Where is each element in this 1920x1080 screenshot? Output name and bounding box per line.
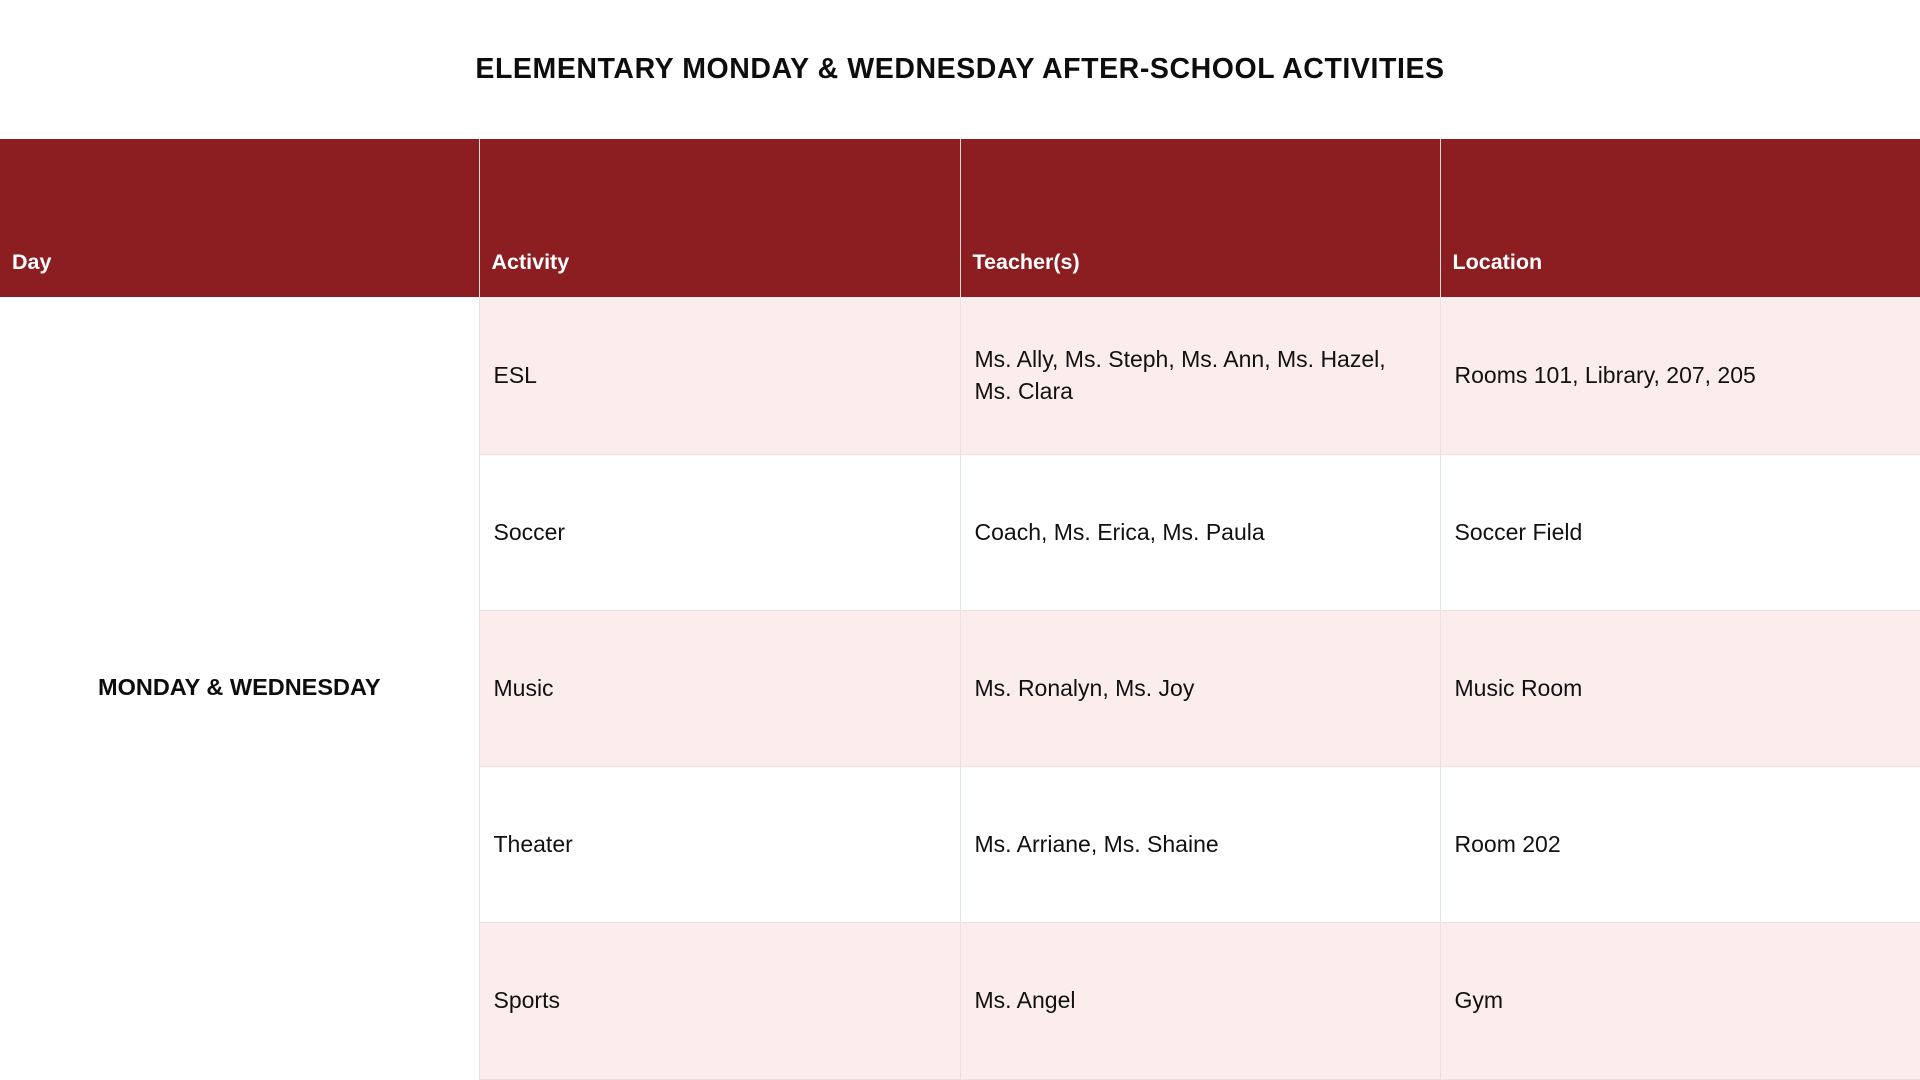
cell-activity: Music xyxy=(479,610,961,767)
header-row: Day Activity Teacher(s) Location xyxy=(0,139,1920,297)
cell-activity: Soccer xyxy=(479,454,961,611)
table-row: Sports Ms. Angel Gym xyxy=(0,922,1920,1080)
cell-location: Gym xyxy=(1440,922,1920,1080)
cell-activity: Theater xyxy=(479,766,961,923)
table-body: MONDAY & WEDNESDAY ESL Ms. Ally, Ms. Ste… xyxy=(0,297,1920,1080)
table-row: Music Ms. Ronalyn, Ms. Joy Music Room xyxy=(0,610,1920,767)
cell-teacher: Ms. Ronalyn, Ms. Joy xyxy=(960,610,1441,767)
cell-activity: ESL xyxy=(479,297,961,455)
page-title: ELEMENTARY MONDAY & WEDNESDAY AFTER-SCHO… xyxy=(475,53,1445,85)
cell-location: Room 202 xyxy=(1440,766,1920,923)
column-header-day: Day xyxy=(0,139,480,297)
day-group-cell: MONDAY & WEDNESDAY xyxy=(0,297,480,1079)
column-header-teacher: Teacher(s) xyxy=(960,139,1441,297)
cell-teacher: Ms. Angel xyxy=(960,922,1441,1080)
cell-teacher: Coach, Ms. Erica, Ms. Paula xyxy=(960,454,1441,611)
title-bar: ELEMENTARY MONDAY & WEDNESDAY AFTER-SCHO… xyxy=(0,0,1920,139)
cell-teacher: Ms. Ally, Ms. Steph, Ms. Ann, Ms. Hazel,… xyxy=(960,297,1441,455)
cell-location: Soccer Field xyxy=(1440,454,1920,611)
cell-location: Rooms 101, Library, 207, 205 xyxy=(1440,297,1920,455)
column-header-location: Location xyxy=(1440,139,1920,297)
cell-activity: Sports xyxy=(479,922,961,1080)
table-row: Soccer Coach, Ms. Erica, Ms. Paula Socce… xyxy=(0,454,1920,611)
cell-location: Music Room xyxy=(1440,610,1920,767)
column-header-activity: Activity xyxy=(479,139,961,297)
table-row: Theater Ms. Arriane, Ms. Shaine Room 202 xyxy=(0,766,1920,923)
cell-teacher: Ms. Arriane, Ms. Shaine xyxy=(960,766,1441,923)
table-header: Day Activity Teacher(s) Location xyxy=(0,139,1920,297)
activities-table: Day Activity Teacher(s) Location MONDAY … xyxy=(0,139,1920,1080)
table-row: MONDAY & WEDNESDAY ESL Ms. Ally, Ms. Ste… xyxy=(0,297,1920,1079)
